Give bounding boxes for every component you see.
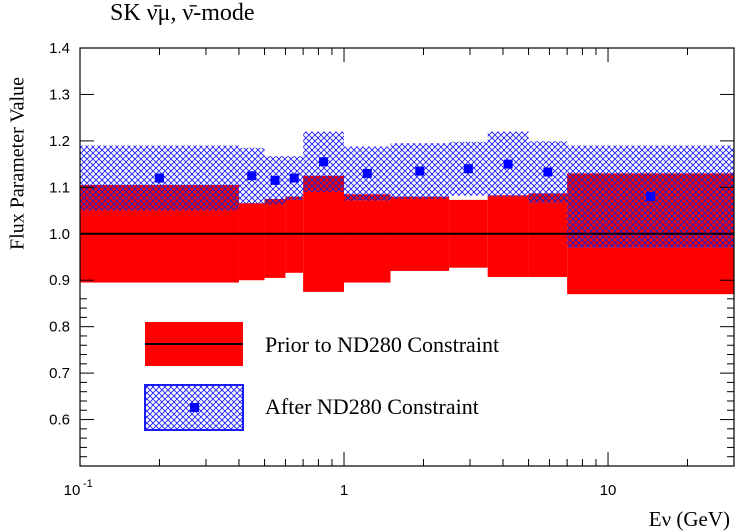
overlap-band-bin-4 — [303, 175, 345, 192]
post-marker-8 — [503, 159, 513, 169]
post-marker-1 — [247, 171, 257, 181]
y-tick-label: 1.3 — [49, 86, 70, 103]
post-marker-4 — [319, 157, 329, 167]
post-marker-2 — [270, 175, 280, 185]
y-tick-label: 1.2 — [49, 133, 70, 150]
legend-label-after: After ND280 Constraint — [265, 394, 479, 419]
prior-band-bin-1 — [238, 203, 265, 281]
chart-title: SK ν̄μ, ν̄-mode — [110, 0, 255, 27]
y-tick-label: 1.4 — [49, 40, 70, 57]
y-tick-label: 0.9 — [49, 272, 70, 289]
overlap-band-bin-3 — [285, 196, 304, 200]
legend-label-prior: Prior to ND280 Constraint — [265, 332, 500, 357]
x-tick-label: 10 — [64, 482, 81, 499]
x-tick-label-exponent: -1 — [83, 478, 93, 490]
y-tick-label: 0.8 — [49, 319, 70, 336]
x-axis-label: Eν (GeV) — [648, 507, 730, 531]
post-marker-3 — [289, 173, 299, 183]
x-tick-label: 10 — [600, 482, 617, 499]
overlap-band-bin-2 — [264, 198, 286, 205]
prior-band-bin-9 — [528, 193, 568, 277]
post-marker-6 — [415, 166, 425, 176]
chart-title-text: SK ν̄μ, ν̄-mode — [110, 0, 255, 26]
post-marker-10 — [646, 192, 656, 202]
y-axis-label: Flux Parameter Value — [6, 77, 29, 250]
prior-band-bin-8 — [487, 195, 529, 277]
legend-marker-after — [190, 403, 199, 412]
overlap-band-bin-10 — [567, 173, 734, 248]
y-tick-label: 0.6 — [49, 412, 70, 429]
y-tick-label: 1.0 — [49, 226, 70, 243]
axes: 0.60.70.80.91.01.11.21.31.410 -1 1 10 — [49, 40, 735, 499]
post-marker-7 — [463, 164, 473, 174]
overlap-band-bin-6 — [390, 196, 450, 199]
overlap-band-bin-9 — [528, 193, 568, 203]
y-tick-label: 1.1 — [49, 179, 70, 196]
plot-frame — [79, 47, 735, 467]
x-tick-label: 1 — [340, 482, 348, 499]
y-tick-label: 0.7 — [49, 365, 70, 382]
post-marker-5 — [362, 168, 372, 178]
prior-band-bin-2 — [264, 198, 286, 278]
overlap-band-bin-5 — [344, 194, 391, 201]
post-marker-9 — [543, 167, 553, 177]
legend — [144, 322, 244, 431]
plot-area — [80, 131, 734, 295]
post-marker-0 — [154, 173, 164, 183]
overlap-band-bin-0 — [80, 185, 239, 211]
overlap-band-bin-8 — [487, 195, 529, 197]
prior-band-bin-5 — [344, 194, 391, 283]
